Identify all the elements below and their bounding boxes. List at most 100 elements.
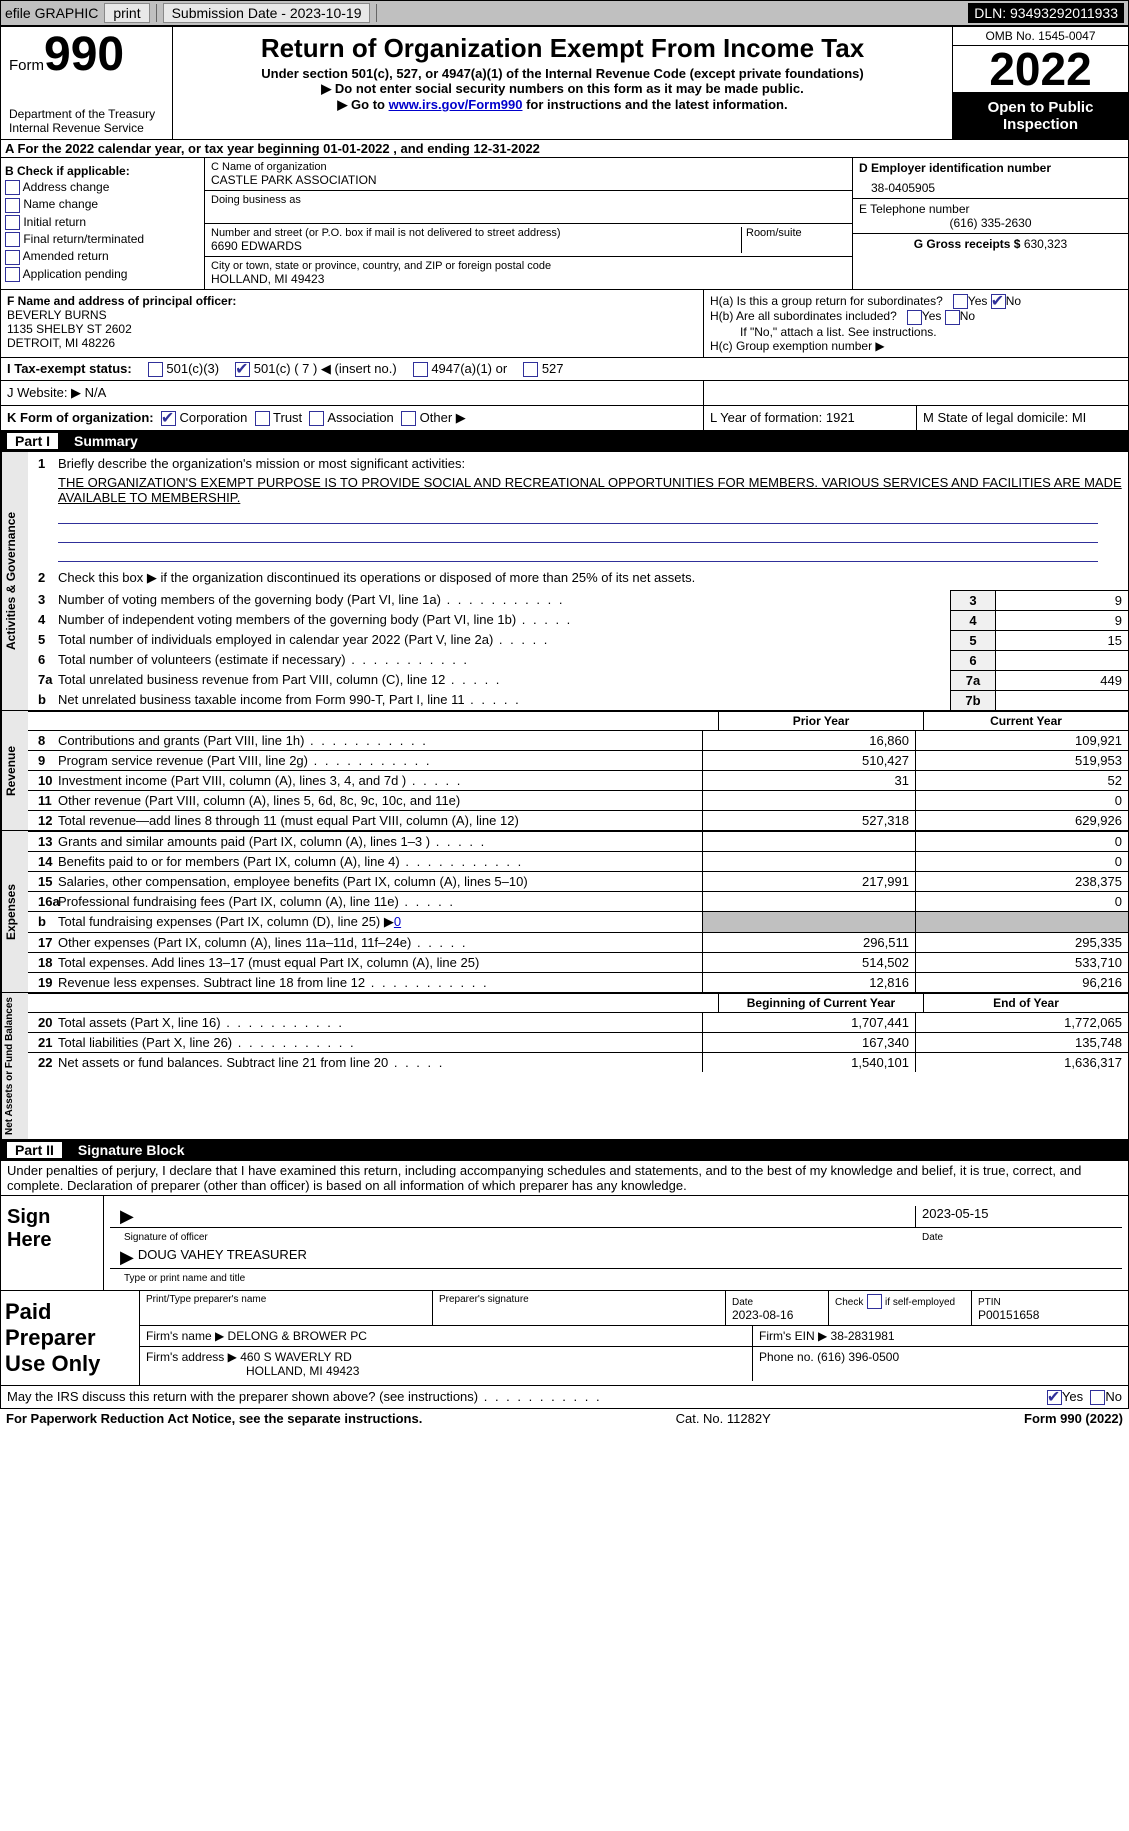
ein-label: D Employer identification number — [859, 161, 1122, 175]
mission-statement: THE ORGANIZATION'S EXEMPT PURPOSE IS TO … — [58, 475, 1128, 505]
q7a: Total unrelated business revenue from Pa… — [58, 672, 445, 687]
c10: 52 — [915, 771, 1128, 790]
q5: Total number of individuals employed in … — [58, 632, 493, 647]
irs-link[interactable]: www.irs.gov/Form990 — [389, 97, 523, 112]
p18: 514,502 — [702, 953, 915, 972]
officer-label: F Name and address of principal officer: — [7, 294, 236, 308]
initial-return-check[interactable] — [5, 215, 20, 230]
p8: 16,860 — [702, 731, 915, 750]
sig-type-label: Type or print name and title — [110, 1273, 1122, 1284]
self-employed: Check if self-employed — [829, 1291, 972, 1325]
street-address: 6690 EDWARDS — [211, 239, 741, 253]
501c3-check[interactable] — [148, 362, 163, 377]
p19: 12,816 — [702, 973, 915, 992]
rev-side-label: Revenue — [1, 711, 28, 830]
gross-label: G Gross receipts $ — [914, 237, 1021, 251]
q7b: Net unrelated business taxable income fr… — [58, 692, 465, 707]
sign-here-label: Sign Here — [1, 1196, 104, 1290]
hb-no[interactable] — [945, 310, 960, 325]
q1: Briefly describe the organization's miss… — [58, 456, 465, 471]
part-1-title: Summary — [74, 433, 138, 449]
other-check[interactable] — [401, 411, 416, 426]
discuss-yes[interactable] — [1047, 1390, 1062, 1405]
print-button[interactable]: print — [104, 3, 149, 23]
prep-name-label: Print/Type preparer's name — [146, 1294, 426, 1305]
b22: 1,540,101 — [702, 1053, 915, 1072]
p16a — [702, 892, 915, 911]
firm-ein: 38-2831981 — [831, 1329, 895, 1343]
sig-officer-label: Signature of officer — [110, 1232, 916, 1243]
r16b-v: 0 — [394, 914, 401, 929]
address-change-check[interactable] — [5, 180, 20, 195]
v7b — [995, 690, 1128, 710]
v6 — [995, 650, 1128, 670]
page-footer: For Paperwork Reduction Act Notice, see … — [0, 1409, 1129, 1428]
department-label: Department of the Treasury Internal Reve… — [9, 107, 164, 135]
r21: Total liabilities (Part X, line 26) — [58, 1035, 232, 1050]
city-label: City or town, state or province, country… — [211, 260, 846, 272]
trust-check[interactable] — [255, 411, 270, 426]
c19: 96,216 — [915, 973, 1128, 992]
gov-side-label: Activities & Governance — [1, 452, 28, 710]
v3: 9 — [995, 590, 1128, 610]
p9: 510,427 — [702, 751, 915, 770]
efile-label: efile GRAPHIC — [5, 5, 98, 21]
p17: 296,511 — [702, 933, 915, 952]
b21: 167,340 — [702, 1033, 915, 1052]
tax-year: 2022 — [953, 46, 1128, 93]
r14: Benefits paid to or for members (Part IX… — [58, 854, 400, 869]
p12: 527,318 — [702, 811, 915, 830]
org-name-label: C Name of organization — [211, 161, 846, 173]
final-return-check[interactable] — [5, 232, 20, 247]
part-2-title: Signature Block — [78, 1142, 185, 1158]
application-pending-check[interactable] — [5, 267, 20, 282]
ha-yes[interactable] — [953, 294, 968, 309]
assoc-check[interactable] — [309, 411, 324, 426]
r10: Investment income (Part VIII, column (A)… — [58, 773, 406, 788]
c14: 0 — [915, 852, 1128, 871]
ha-no[interactable] — [991, 294, 1006, 309]
firm-city: HOLLAND, MI 49423 — [146, 1364, 359, 1378]
ptin: P00151658 — [978, 1308, 1039, 1322]
b20: 1,707,441 — [702, 1013, 915, 1032]
hb-yes[interactable] — [907, 310, 922, 325]
c13: 0 — [915, 832, 1128, 851]
subtitle-1: Under section 501(c), 527, or 4947(a)(1)… — [177, 66, 948, 81]
e20: 1,772,065 — [915, 1013, 1128, 1032]
dba-label: Doing business as — [211, 194, 846, 206]
tel-label: E Telephone number — [859, 202, 1122, 216]
hb-note: If "No," attach a list. See instructions… — [710, 325, 1122, 339]
name-change-check[interactable] — [5, 198, 20, 213]
part-2-header: Part II Signature Block — [0, 1140, 1129, 1161]
officer-printed-name: DOUG VAHEY TREASURER — [138, 1247, 307, 1268]
begin-year-header: Beginning of Current Year — [718, 994, 923, 1012]
corp-check[interactable] — [161, 411, 176, 426]
officer-addr2: DETROIT, MI 48226 — [7, 336, 697, 350]
officer-addr1: 1135 SHELBY ST 2602 — [7, 322, 697, 336]
c17: 295,335 — [915, 933, 1128, 952]
net-side-label: Net Assets or Fund Balances — [1, 993, 28, 1139]
paperwork-notice: For Paperwork Reduction Act Notice, see … — [6, 1411, 422, 1426]
prep-date: 2023-08-16 — [732, 1308, 793, 1322]
p13 — [702, 832, 915, 851]
amended-return-check[interactable] — [5, 250, 20, 265]
q6: Total number of volunteers (estimate if … — [58, 652, 346, 667]
part-1-header: Part I Summary — [0, 431, 1129, 452]
row-f: F Name and address of principal officer:… — [0, 290, 1129, 358]
501c-check[interactable] — [235, 362, 250, 377]
r19: Revenue less expenses. Subtract line 18 … — [58, 975, 365, 990]
4947-check[interactable] — [413, 362, 428, 377]
self-emp-check[interactable] — [867, 1294, 882, 1309]
p10: 31 — [702, 771, 915, 790]
ein: 38-0405905 — [859, 175, 1122, 195]
exp-side-label: Expenses — [1, 831, 28, 992]
end-year-header: End of Year — [923, 994, 1128, 1012]
v7a: 449 — [995, 670, 1128, 690]
c15: 238,375 — [915, 872, 1128, 891]
discuss-q: May the IRS discuss this return with the… — [7, 1389, 602, 1405]
paid-preparer: Paid Preparer Use Only Print/Type prepar… — [0, 1291, 1129, 1386]
527-check[interactable] — [523, 362, 538, 377]
discuss-no[interactable] — [1090, 1390, 1105, 1405]
submission-date: Submission Date - 2023-10-19 — [163, 3, 371, 23]
sig-date: 2023-05-15 — [915, 1206, 1122, 1227]
